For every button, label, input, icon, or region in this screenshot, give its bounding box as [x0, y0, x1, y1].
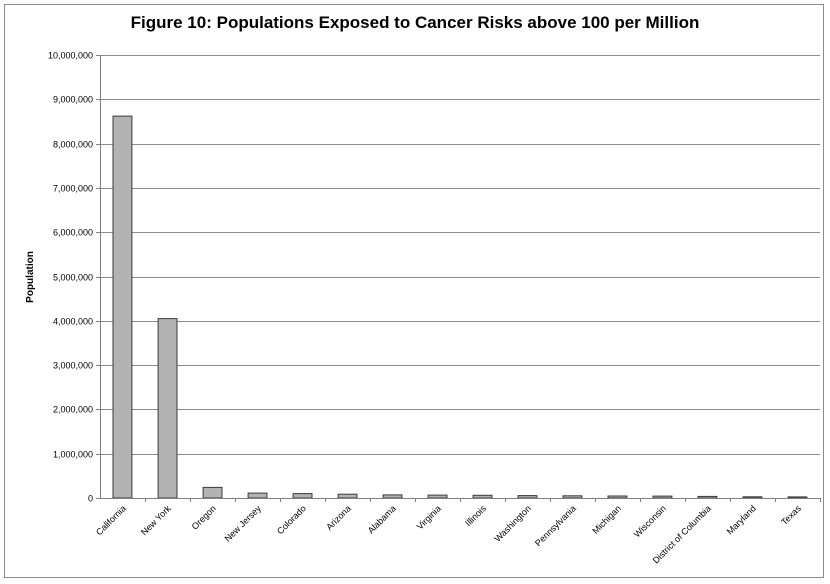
y-tick-label: 5,000,000 [53, 273, 93, 283]
bars [112, 115, 808, 499]
y-tick-label: 9,000,000 [53, 95, 93, 105]
x-tick-label: Pennsylvania [533, 503, 578, 548]
y-tick-label: 6,000,000 [53, 228, 93, 238]
y-tick-label: 3,000,000 [53, 361, 93, 371]
x-tick-label: Illinois [463, 503, 488, 528]
y-tick-label: 1,000,000 [53, 450, 93, 460]
bar-california [112, 115, 133, 499]
x-tick-label: Virginia [415, 503, 443, 531]
x-tick-label: Colorado [275, 503, 308, 536]
bar-michigan [607, 495, 628, 499]
bar-virginia [427, 494, 448, 499]
y-tick-label: 2,000,000 [53, 405, 93, 415]
x-tick-label: Wisconsin [632, 503, 668, 539]
y-tick-label: 7,000,000 [53, 184, 93, 194]
y-tick-label: 4,000,000 [53, 317, 93, 327]
axes [96, 55, 821, 502]
x-tick-label: Alabama [366, 503, 398, 535]
x-tick-label: Maryland [725, 503, 758, 536]
bar-new-jersey [247, 492, 268, 499]
y-tick-label: 10,000,000 [48, 51, 93, 61]
x-tick-label: Arizona [324, 503, 353, 532]
x-tick-label: Texas [779, 503, 803, 527]
chart-title: Figure 10: Populations Exposed to Cancer… [130, 13, 700, 32]
bar-new-york [157, 318, 178, 499]
bar-arizona [337, 493, 358, 499]
x-tick-label: Oregon [190, 503, 218, 531]
bar-washington [517, 495, 538, 499]
x-tick-label: California [94, 503, 128, 537]
y-tick-labels: 0 1,000,000 2,000,000 3,000,000 4,000,000 5,0… [48, 51, 93, 504]
bar-district-of-columbia [697, 495, 718, 499]
bar-pennsylvania [562, 495, 583, 499]
bar-illinois [472, 494, 493, 499]
gridlines [100, 55, 820, 455]
x-tick-labels: California New York Oregon New Jersey Colora… [94, 503, 803, 566]
bar-alabama [382, 494, 403, 499]
x-tick-label: New York [139, 503, 173, 537]
x-tick-label: Michigan [590, 503, 623, 536]
x-tick-label: Washington [492, 503, 532, 543]
bar-wisconsin [652, 495, 673, 499]
bar-colorado [292, 493, 313, 499]
y-tick-label: 0 [88, 494, 93, 504]
bar-texas [787, 496, 808, 499]
y-tick-label: 8,000,000 [53, 140, 93, 150]
y-axis-title: Population [25, 251, 36, 303]
bar-maryland [742, 496, 763, 499]
bar-oregon [202, 486, 223, 499]
x-tick-label: New Jersey [223, 503, 264, 544]
